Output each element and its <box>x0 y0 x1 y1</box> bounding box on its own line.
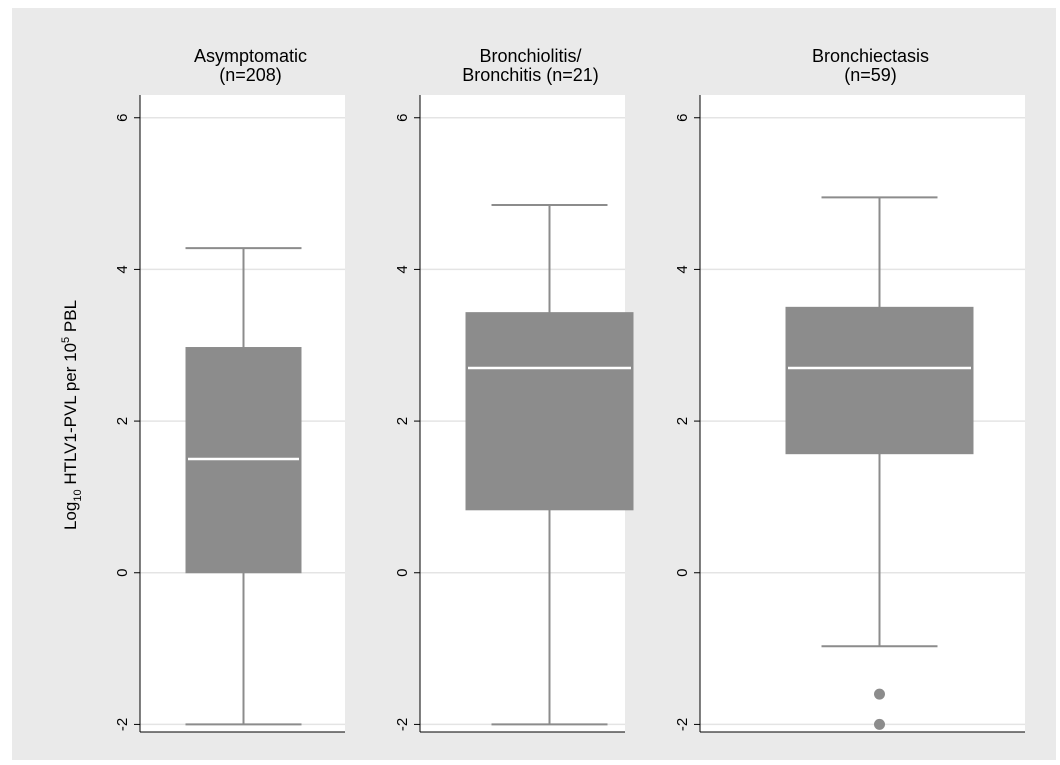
panel-title-line-2: Bronchitis (n=21) <box>462 65 599 85</box>
y-axis-label-part-0: Log <box>61 502 80 530</box>
y-axis-label-part-2: HTLV1-PVL per 10 <box>61 343 80 489</box>
y-tick-label: 0 <box>674 569 691 577</box>
y-tick-label: 6 <box>674 114 691 122</box>
panel-3: -2 0 2 4 6 Bronchiectasis(n=59) <box>674 46 1025 733</box>
outlier-point <box>874 688 885 700</box>
panel-title-line-2: (n=59) <box>844 65 897 85</box>
panel-title-line-1: Bronchiolitis/ <box>479 46 581 66</box>
y-tick-label: -2 <box>674 718 691 731</box>
y-tick-label: 0 <box>394 569 411 577</box>
box-iqr <box>785 306 974 455</box>
y-tick-label: -2 <box>394 718 411 731</box>
panel-1: -2 0 2 4 6 Asymptomatic(n=208) <box>114 46 345 733</box>
y-tick-label: 2 <box>674 417 691 425</box>
y-axis-label-part-3: 5 <box>60 337 72 343</box>
y-tick-label: 4 <box>394 265 411 273</box>
panel-title-line-1: Bronchiectasis <box>812 46 929 66</box>
panel-title-line-2: (n=208) <box>219 65 282 85</box>
box-iqr <box>465 312 634 511</box>
y-tick-label: 2 <box>394 417 411 425</box>
y-tick-label: 6 <box>394 114 411 122</box>
y-axis-label-part-1: 10 <box>72 489 84 501</box>
y-tick-label: 2 <box>114 417 131 425</box>
outlier-point <box>874 718 885 730</box>
y-tick-label: -2 <box>114 718 131 731</box>
y-tick-label: 4 <box>674 265 691 273</box>
panel-2: -2 0 2 4 6 Bronchiolitis/Bronchitis (n=21) <box>394 46 634 733</box>
y-tick-label: 0 <box>114 569 131 577</box>
y-tick-label: 4 <box>114 265 131 273</box>
y-axis-label: Log10 HTLV1-PVL per 105 PBL <box>60 300 84 530</box>
y-axis-label-part-4: PBL <box>61 300 80 337</box>
panel-title-line-1: Asymptomatic <box>194 46 307 66</box>
y-tick-label: 6 <box>114 114 131 122</box>
